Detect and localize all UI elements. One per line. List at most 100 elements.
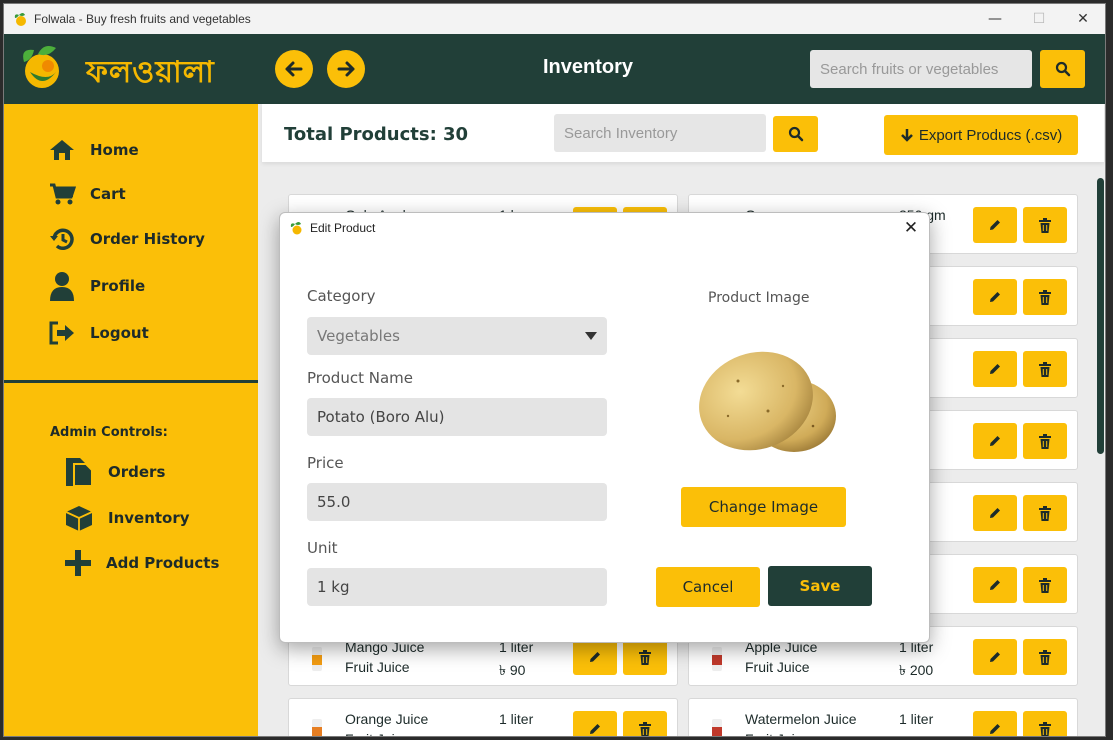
sidebar-item-profile[interactable]: Profile	[48, 271, 145, 301]
change-image-button[interactable]: Change Image	[681, 487, 846, 527]
scrollbar[interactable]	[1097, 178, 1104, 454]
trash-icon	[1039, 505, 1051, 521]
edit-product-button[interactable]	[973, 639, 1017, 675]
dropdown-caret-icon	[585, 332, 597, 340]
unit-field[interactable]: 1 kg	[307, 568, 607, 606]
delete-product-button[interactable]	[1023, 567, 1067, 603]
edit-product-button[interactable]	[973, 423, 1017, 459]
sidebar-item-home[interactable]: Home	[48, 138, 139, 162]
window-title: Folwala - Buy fresh fruits and vegetable…	[34, 12, 251, 26]
product-category: Fruit Juice	[745, 731, 810, 736]
edit-product-button[interactable]	[973, 711, 1017, 736]
pencil-icon	[990, 364, 1000, 374]
trash-icon	[1039, 721, 1051, 736]
sidebar-item-order-history[interactable]: Order History	[48, 226, 205, 252]
pencil-icon	[990, 436, 1000, 446]
delete-product-button[interactable]	[1023, 495, 1067, 531]
product-category: Fruit Juice	[345, 659, 410, 675]
delete-product-button[interactable]	[623, 639, 667, 675]
product-price: ৳ 90	[499, 662, 526, 678]
sidebar-item-label: Order History	[90, 230, 205, 248]
orders-icon	[66, 458, 93, 487]
sidebar-item-logout[interactable]: Logout	[48, 320, 149, 346]
sidebar-item-label: Orders	[108, 463, 166, 481]
pencil-icon	[590, 652, 600, 662]
category-label: Category	[307, 287, 376, 305]
app-logo-icon	[290, 222, 302, 235]
product-image	[699, 351, 836, 452]
pencil-icon	[990, 652, 1000, 662]
maximize-button[interactable]: ☐	[1032, 11, 1046, 27]
search-icon	[788, 126, 803, 142]
delete-product-button[interactable]	[1023, 639, 1067, 675]
sidebar-item-label: Logout	[90, 324, 149, 342]
unit-label: Unit	[307, 539, 338, 557]
delete-product-button[interactable]	[1023, 279, 1067, 315]
edit-product-button[interactable]	[573, 711, 617, 736]
category-select[interactable]: Vegetables	[307, 317, 607, 355]
close-button[interactable]: ✕	[1077, 11, 1089, 27]
product-unit: 1 liter	[499, 711, 534, 727]
price-label: Price	[307, 454, 344, 472]
delete-product-button[interactable]	[1023, 207, 1067, 243]
delete-product-button[interactable]	[1023, 351, 1067, 387]
dialog-close-button[interactable]: ✕	[903, 218, 919, 238]
product-name-field[interactable]: Potato (Boro Alu)	[307, 398, 607, 436]
product-thumbnail	[712, 647, 722, 671]
cancel-button[interactable]: Cancel	[656, 567, 760, 607]
inventory-toolbar: Total Products: 30 Search Inventory Expo…	[262, 104, 1104, 162]
trash-icon	[1039, 289, 1051, 305]
delete-product-button[interactable]	[1023, 711, 1067, 736]
product-price: ৳ 250	[499, 731, 533, 736]
edit-product-button[interactable]	[573, 639, 617, 675]
product-name: Apple Juice	[745, 639, 818, 655]
total-products-count: Total Products: 30	[284, 124, 469, 145]
inventory-search-button[interactable]	[773, 116, 818, 152]
edit-product-button[interactable]	[973, 207, 1017, 243]
product-thumbnail	[712, 719, 722, 736]
forward-button[interactable]	[327, 50, 365, 88]
sidebar-item-add-products[interactable]: Add Products	[64, 548, 219, 578]
sidebar-item-label: Cart	[90, 185, 126, 203]
minimize-button[interactable]: —	[988, 11, 1002, 27]
edit-product-button[interactable]	[973, 279, 1017, 315]
export-csv-button[interactable]: Export Producs (.csv)	[884, 115, 1078, 155]
dialog-title-bar: Edit Product	[280, 213, 929, 243]
trash-icon	[639, 649, 651, 665]
edit-product-button[interactable]	[973, 495, 1017, 531]
category-value: Vegetables	[317, 327, 400, 345]
product-unit: 1 liter	[499, 639, 534, 655]
arrow-left-icon	[285, 61, 303, 77]
trash-icon	[639, 721, 651, 736]
product-unit: 1 liter	[899, 639, 934, 655]
edit-product-button[interactable]	[973, 351, 1017, 387]
product-search-button[interactable]	[1040, 50, 1085, 88]
app-window: Folwala - Buy fresh fruits and vegetable…	[3, 3, 1106, 737]
edit-product-button[interactable]	[973, 567, 1017, 603]
pencil-icon	[990, 724, 1000, 734]
sidebar-item-cart[interactable]: Cart	[48, 182, 126, 206]
inventory-search-input[interactable]: Search Inventory	[554, 114, 766, 152]
pencil-icon	[990, 580, 1000, 590]
product-search-input[interactable]: Search fruits or vegetables	[810, 50, 1032, 88]
sidebar-item-label: Inventory	[108, 509, 190, 527]
sidebar-item-label: Add Products	[106, 554, 220, 572]
product-card: Watermelon Juice Fruit Juice 1 liter ৳ 180	[688, 698, 1078, 736]
search-icon	[1055, 61, 1070, 77]
pencil-icon	[590, 724, 600, 734]
price-field[interactable]: 55.0	[307, 483, 607, 521]
delete-product-button[interactable]	[623, 711, 667, 736]
delete-product-button[interactable]	[1023, 423, 1067, 459]
sidebar-item-label: Profile	[90, 277, 146, 295]
back-button[interactable]	[275, 50, 313, 88]
page-title: Inventory	[542, 56, 634, 78]
user-icon	[50, 272, 74, 301]
save-button[interactable]: Save	[768, 566, 872, 606]
product-category: Fruit Juice	[745, 659, 810, 675]
sidebar-item-inventory[interactable]: Inventory	[64, 504, 190, 532]
plus-icon	[65, 550, 91, 576]
cart-icon	[50, 183, 76, 205]
product-name: Orange Juice	[345, 711, 429, 727]
sidebar-item-orders[interactable]: Orders	[64, 456, 165, 488]
edit-product-dialog: Edit Product ✕ Category Vegetables Produ…	[279, 212, 930, 643]
